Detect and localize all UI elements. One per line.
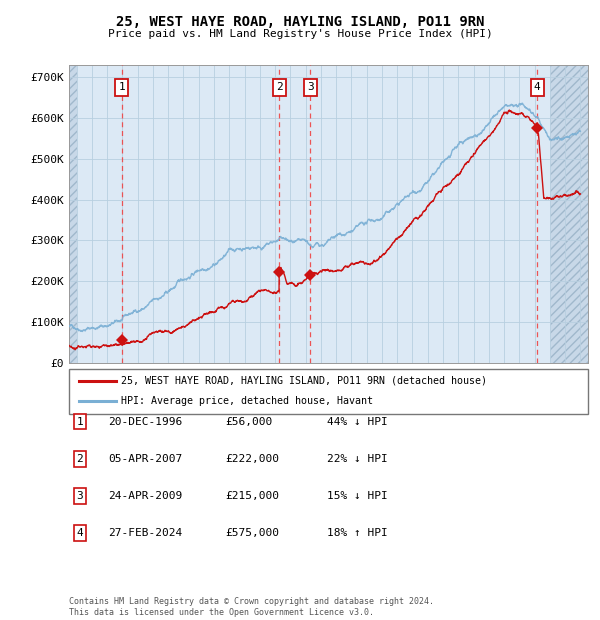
Text: 3: 3: [76, 491, 83, 501]
Text: 3: 3: [307, 82, 314, 92]
Text: 2: 2: [275, 82, 283, 92]
Bar: [69, 65, 77, 363]
Text: 05-APR-2007: 05-APR-2007: [108, 454, 182, 464]
Text: £56,000: £56,000: [225, 417, 272, 427]
Bar: [550, 65, 588, 363]
Text: 24-APR-2009: 24-APR-2009: [108, 491, 182, 501]
Text: 27-FEB-2024: 27-FEB-2024: [108, 528, 182, 538]
Text: 4: 4: [533, 82, 541, 92]
Text: 18% ↑ HPI: 18% ↑ HPI: [327, 528, 388, 538]
Text: 4: 4: [76, 528, 83, 538]
Text: £215,000: £215,000: [225, 491, 279, 501]
Text: 22% ↓ HPI: 22% ↓ HPI: [327, 454, 388, 464]
Text: 1: 1: [76, 417, 83, 427]
Text: Contains HM Land Registry data © Crown copyright and database right 2024.: Contains HM Land Registry data © Crown c…: [69, 597, 434, 606]
Text: 25, WEST HAYE ROAD, HAYLING ISLAND, PO11 9RN (detached house): 25, WEST HAYE ROAD, HAYLING ISLAND, PO11…: [121, 376, 487, 386]
Text: This data is licensed under the Open Government Licence v3.0.: This data is licensed under the Open Gov…: [69, 608, 374, 617]
Text: HPI: Average price, detached house, Havant: HPI: Average price, detached house, Hava…: [121, 396, 373, 407]
Text: 2: 2: [76, 454, 83, 464]
Text: £575,000: £575,000: [225, 528, 279, 538]
Text: £222,000: £222,000: [225, 454, 279, 464]
Text: 25, WEST HAYE ROAD, HAYLING ISLAND, PO11 9RN: 25, WEST HAYE ROAD, HAYLING ISLAND, PO11…: [116, 16, 484, 30]
Text: 1: 1: [119, 82, 125, 92]
Text: 20-DEC-1996: 20-DEC-1996: [108, 417, 182, 427]
Text: Price paid vs. HM Land Registry's House Price Index (HPI): Price paid vs. HM Land Registry's House …: [107, 29, 493, 39]
Text: 15% ↓ HPI: 15% ↓ HPI: [327, 491, 388, 501]
Text: 44% ↓ HPI: 44% ↓ HPI: [327, 417, 388, 427]
